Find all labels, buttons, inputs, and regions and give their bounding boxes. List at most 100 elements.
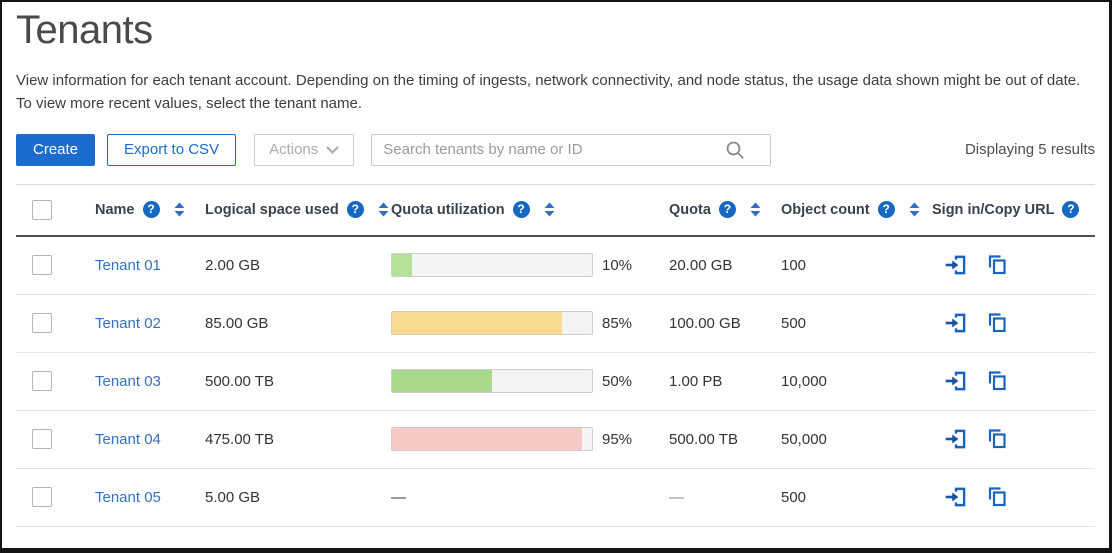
sign-in-icon[interactable] [943, 426, 969, 452]
table-header-cell-quota: Quota ? [655, 201, 767, 218]
help-icon[interactable]: ? [877, 201, 895, 218]
table-row: Tenant 01 2.00 GB 10% 20.00 GB 100 [16, 237, 1095, 295]
copy-url-icon[interactable] [985, 485, 1009, 509]
table-row: Tenant 05 5.00 GB — — 500 [16, 469, 1095, 527]
object-count-value: 500 [781, 314, 807, 332]
actions-dropdown-label: Actions [269, 141, 319, 158]
row-checkbox[interactable] [32, 255, 52, 275]
utilization-bar [391, 369, 593, 393]
object-count-cell: 10,000 [767, 373, 918, 390]
quota-utilization-cell: — [377, 489, 655, 506]
table-header-cell-quota-utilization: Quota utilization ? [377, 201, 655, 218]
object-count-value: 10,000 [781, 372, 827, 390]
utilization-percent-label: 10% [602, 256, 633, 274]
utilization-percent-label: 50% [602, 372, 633, 390]
page-description-line-1: View information for each tenant account… [16, 72, 1081, 89]
actions-dropdown-button[interactable]: Actions [254, 133, 355, 166]
copy-url-icon[interactable] [985, 369, 1009, 393]
create-button[interactable]: Create [16, 133, 96, 166]
sign-in-icon[interactable] [943, 368, 969, 394]
logical-space-cell: 475.00 TB [191, 431, 377, 448]
page-title: Tenants [16, 8, 153, 52]
chevron-down-icon [326, 145, 339, 154]
sort-icon[interactable] [378, 202, 389, 217]
table-row: Tenant 03 500.00 TB 50% 1.00 PB 10,000 [16, 353, 1095, 411]
copy-url-icon[interactable] [985, 427, 1009, 451]
utilization-bar-fill [392, 254, 412, 276]
row-checkbox[interactable] [32, 371, 52, 391]
search-input[interactable] [371, 133, 772, 166]
quota-utilization-cell: 10% [377, 253, 655, 277]
row-checkbox-cell [16, 255, 81, 275]
copy-url-icon[interactable] [985, 311, 1009, 335]
utilization-bar [391, 427, 593, 451]
copy-url-icon[interactable] [985, 253, 1009, 277]
page-description-line-2: To view more recent values, select the t… [16, 95, 363, 113]
select-all-checkbox[interactable] [32, 199, 52, 220]
sign-in-copy-url-cell [918, 368, 1095, 394]
name-cell: Tenant 05 [81, 489, 191, 506]
object-count-cell: 500 [767, 489, 918, 506]
export-to-csv-button[interactable]: Export to CSV [107, 133, 237, 166]
name-cell: Tenant 02 [81, 315, 191, 332]
utilization-bar-fill [392, 370, 492, 392]
table-header-cell-name: Name ? [81, 201, 191, 218]
sort-icon[interactable] [909, 202, 920, 217]
help-icon[interactable]: ? [346, 201, 364, 218]
row-checkbox-cell [16, 313, 81, 333]
sign-in-icon[interactable] [943, 252, 969, 278]
utilization-bar-fill [392, 312, 562, 334]
table-header-cell-object-count: Object count ? [767, 201, 920, 218]
search-container [371, 133, 772, 166]
sort-icon[interactable] [174, 202, 185, 217]
quota-utilization-cell: 50% [377, 369, 655, 393]
table-row: Tenant 02 85.00 GB 85% 100.00 GB 500 [16, 295, 1095, 353]
tenant-name-link[interactable]: Tenant 01 [95, 256, 161, 274]
column-label: Quota utilization [391, 201, 505, 218]
help-icon[interactable]: ? [1062, 201, 1080, 218]
tenant-name-link[interactable]: Tenant 04 [95, 430, 161, 448]
object-count-value: 100 [781, 256, 807, 274]
table-header-cell-sign-in-copy-url: Sign in/Copy URL ? [918, 201, 1095, 218]
row-checkbox[interactable] [32, 429, 52, 449]
tenant-name-link[interactable]: Tenant 05 [95, 488, 161, 506]
quota-utilization-cell: 95% [377, 427, 655, 451]
sort-icon[interactable] [750, 202, 761, 217]
logical-space-cell: 5.00 GB [191, 489, 377, 506]
sign-in-copy-url-cell [918, 310, 1095, 336]
header-checkbox-cell [16, 199, 81, 220]
help-icon[interactable]: ? [718, 201, 736, 218]
quota-value: — [669, 488, 684, 506]
row-checkbox[interactable] [32, 313, 52, 333]
sign-in-icon[interactable] [943, 484, 969, 510]
sort-icon[interactable] [544, 202, 555, 217]
column-label: Logical space used [205, 201, 339, 218]
tenant-name-link[interactable]: Tenant 02 [95, 314, 161, 332]
object-count-cell: 500 [767, 315, 918, 332]
sign-in-copy-url-cell [918, 484, 1095, 510]
sign-in-icon[interactable] [943, 310, 969, 336]
results-count: Displaying 5 results [964, 141, 1095, 158]
logical-space-value: 5.00 GB [205, 488, 261, 506]
help-icon[interactable]: ? [142, 201, 160, 218]
quota-cell: 100.00 GB [655, 315, 767, 332]
object-count-value: 50,000 [781, 430, 827, 448]
tenants-table: Name ? Logical space used ? Quota utiliz… [16, 183, 1095, 527]
help-icon[interactable]: ? [512, 201, 530, 218]
row-checkbox-cell [16, 371, 81, 391]
tenant-name-link[interactable]: Tenant 03 [95, 372, 161, 390]
quota-cell: — [655, 489, 767, 506]
utilization-bar [391, 253, 593, 277]
name-cell: Tenant 04 [81, 431, 191, 448]
quota-value: 500.00 TB [669, 430, 738, 448]
logical-space-cell: 2.00 GB [191, 257, 377, 274]
search-icon[interactable] [725, 140, 745, 160]
column-label: Quota [669, 201, 711, 218]
toolbar: Create Export to CSV Actions Displaying … [16, 133, 1095, 166]
quota-value: 1.00 PB [669, 372, 723, 390]
name-cell: Tenant 01 [81, 257, 191, 274]
quota-value: 20.00 GB [669, 256, 733, 274]
row-checkbox[interactable] [32, 487, 52, 507]
utilization-bar [391, 311, 593, 335]
